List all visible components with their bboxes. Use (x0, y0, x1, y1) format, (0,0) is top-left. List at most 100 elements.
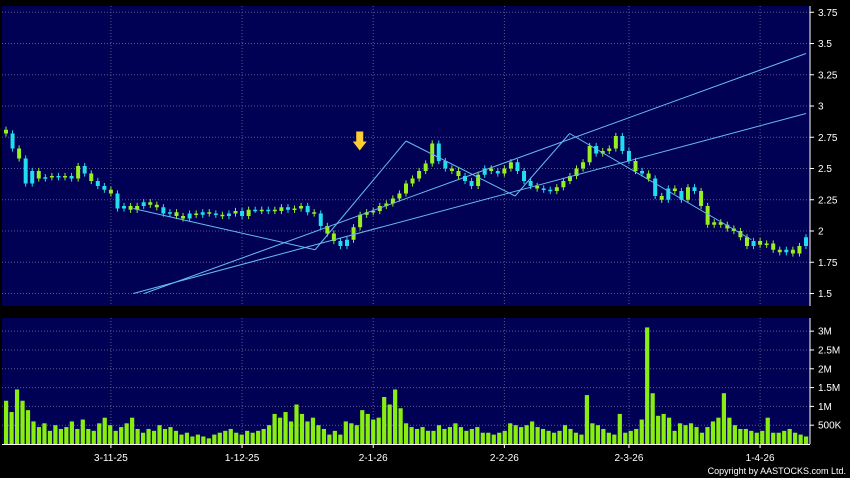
volume-y-tick-label: 2M (818, 364, 832, 375)
candle-body (10, 133, 15, 149)
candle-body (738, 231, 743, 238)
candle-body (430, 143, 435, 164)
volume-bar (721, 393, 727, 444)
volume-bar (787, 428, 792, 444)
volume-bar (727, 417, 732, 444)
volume-y-tick-label: 1.5M (818, 383, 840, 394)
volume-bar (53, 425, 58, 444)
candle-body (240, 211, 245, 216)
candle-body (76, 166, 81, 179)
volume-bar (140, 432, 146, 444)
volume-bar (782, 430, 787, 444)
volume-bar (486, 432, 491, 444)
volume-bar (75, 428, 80, 444)
volume-bar (119, 427, 124, 444)
candle-body (95, 181, 100, 186)
volume-bar (113, 430, 118, 444)
volume-bar (239, 434, 244, 444)
volume-bar (283, 412, 288, 444)
candle-body (181, 216, 186, 219)
volume-bar (453, 423, 458, 444)
candle-body (804, 237, 808, 246)
volume-bar (540, 428, 546, 444)
volume-bar (4, 400, 9, 444)
trendline (133, 208, 316, 251)
volume-bar (404, 423, 409, 444)
volume-bar (146, 428, 151, 444)
candle-body (482, 168, 487, 175)
volume-bar (217, 432, 222, 444)
price-y-tick-label: 3.75 (818, 8, 838, 19)
volume-bar (206, 438, 211, 444)
candle-body (436, 143, 441, 161)
volume-bar (305, 421, 310, 444)
volume-bar (431, 430, 436, 444)
candle-body (764, 243, 769, 245)
candle-body (305, 206, 310, 213)
candle-body (633, 161, 638, 171)
volume-bar (47, 430, 53, 444)
volume-bar (573, 432, 579, 444)
candle-body (581, 162, 586, 169)
volume-bar (776, 432, 781, 444)
candle-body (718, 222, 723, 225)
volume-bar (184, 432, 190, 444)
volume-bar (130, 417, 135, 444)
x-axis: 3-11-25 1-12-25 2-1-26 2-2-26 2-3-26 1-4-26 (2, 444, 810, 464)
volume-bar (760, 430, 765, 444)
volume-bar (672, 430, 677, 444)
volume-bar (25, 410, 31, 444)
candle-body (312, 212, 317, 214)
candle-body (469, 181, 474, 186)
candle-body (535, 186, 540, 189)
x-tick-label: 1-12-25 (225, 453, 260, 464)
candle-body (351, 227, 356, 240)
price-y-tick-label: 3.25 (818, 70, 838, 81)
candle-body (607, 148, 612, 151)
volume-bar (425, 430, 431, 444)
x-tick-label: 1-4-26 (746, 453, 775, 464)
candle-body (515, 162, 520, 171)
volume-bar (245, 430, 250, 444)
volume-bar (190, 436, 195, 444)
candle-body (397, 193, 402, 199)
candle-body (325, 226, 330, 234)
volume-bar (250, 432, 255, 444)
candle-body (771, 243, 776, 250)
volume-bar (765, 417, 770, 444)
volume-bar (458, 427, 463, 444)
volume-bar (705, 427, 710, 444)
candle-body (115, 193, 120, 209)
candle-body (797, 246, 802, 254)
price-y-tick-label: 3 (818, 102, 824, 113)
candle-body (233, 211, 238, 214)
candle-body (371, 211, 376, 213)
candle-body (666, 188, 671, 200)
volume-bar (551, 432, 557, 444)
volume-bar (502, 430, 507, 444)
volume-bar (58, 428, 63, 444)
candle-body (679, 191, 684, 200)
volume-bar (102, 417, 107, 444)
candle-body (194, 213, 199, 215)
candle-body (135, 206, 140, 210)
candle-body (417, 171, 422, 179)
volume-bar (157, 425, 162, 444)
candle-body (220, 214, 225, 217)
volume-y-tick-label: 3M (818, 327, 832, 338)
candle-body (266, 209, 271, 212)
volume-bar (562, 425, 568, 444)
candle-body (784, 249, 789, 253)
candle-body (56, 176, 61, 178)
trendline (405, 140, 516, 197)
candle-body (141, 202, 146, 206)
volume-bar (349, 423, 354, 444)
volume-bar (86, 428, 91, 444)
candle-body (253, 209, 258, 212)
volume-bar (519, 427, 524, 444)
candle-body (476, 174, 481, 186)
volume-bar (524, 425, 529, 444)
volume-bar (480, 432, 485, 444)
candle-body (685, 187, 690, 200)
